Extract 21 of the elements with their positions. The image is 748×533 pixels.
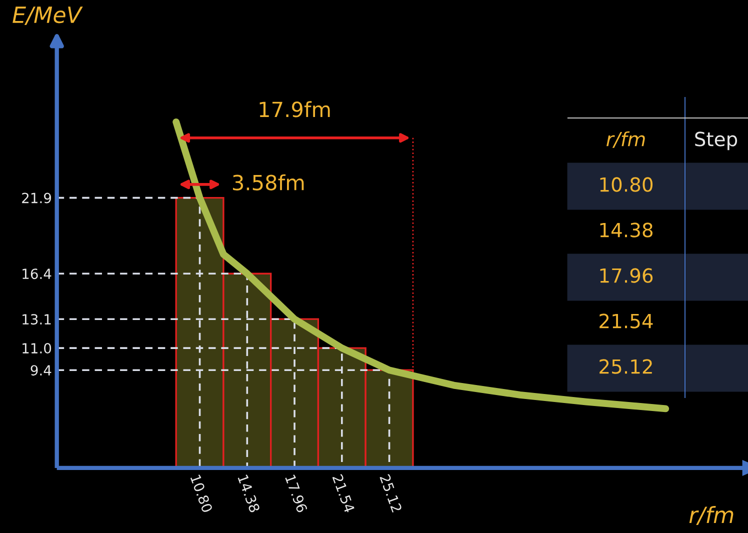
annotation: 25.12 [600,359,652,374]
y-tick-label: 11.0 [22,343,52,354]
x-tick-label: 21.54 [332,474,356,514]
y-tick-label: 16.4 [22,268,52,280]
y-tick-label: 13.1 [22,314,51,325]
x-tick-label: 25.12 [380,474,402,513]
annotation: 10.80 [600,177,653,192]
y-tick-label: 9.4 [30,365,52,376]
annotation: 21.54 [600,314,653,328]
x-tick-label: 10.80 [190,474,213,514]
annotation: Step [695,132,738,150]
annotation: 17.96 [600,268,653,283]
y-axis-title: E/MeV [12,6,83,25]
annotation: r/fm [606,131,645,148]
x-tick-label: 17.96 [284,474,308,514]
annotation: 3.58fm [232,174,304,190]
x-tick-label: 14.38 [238,474,260,513]
x-axis-title: r/fm [689,506,734,526]
annotation: 17.9fm [260,101,330,118]
y-tick-label: 21.9 [22,192,52,204]
annotation: 14.38 [600,222,652,238]
